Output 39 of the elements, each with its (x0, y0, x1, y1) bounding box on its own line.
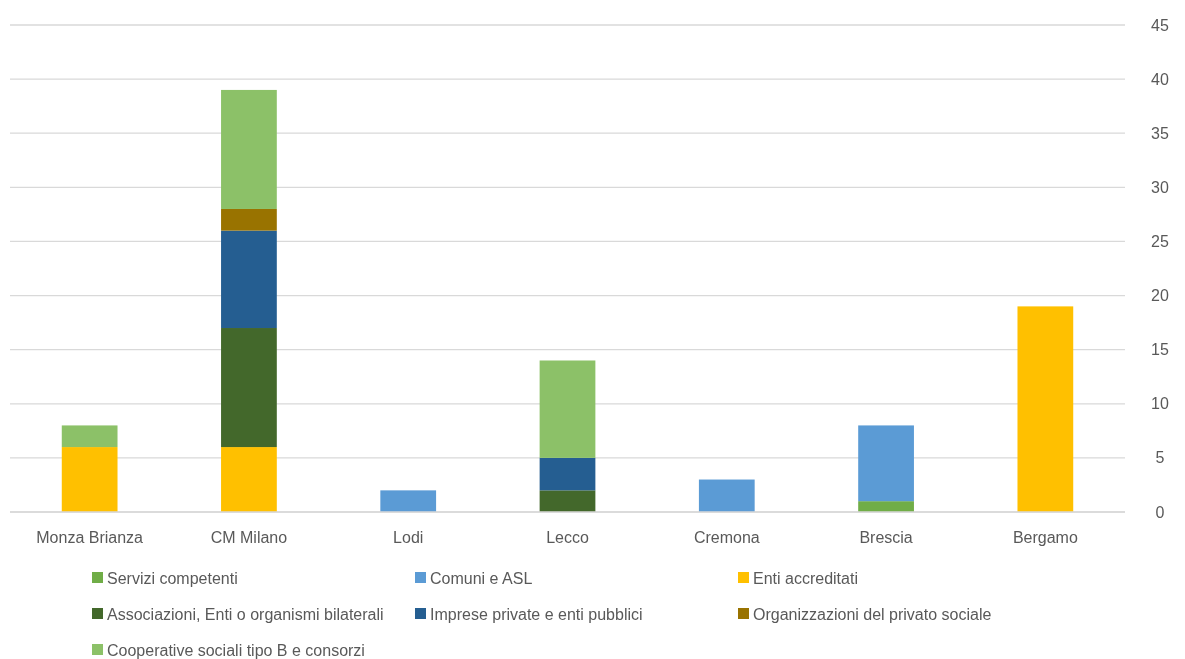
legend-label: Organizzazioni del privato sociale (753, 605, 992, 623)
bar (1017, 306, 1074, 512)
x-tick-label: Lecco (546, 529, 589, 546)
legend-label: Servizi competenti (107, 569, 238, 587)
legend-label: Cooperative sociali tipo B e consorzi (107, 641, 365, 659)
bar (858, 425, 914, 502)
y-tick-label: 45 (1151, 16, 1169, 34)
bar (221, 447, 277, 512)
y-tick-label: 10 (1151, 395, 1169, 413)
x-tick-label: Bergamo (1012, 529, 1078, 546)
legend-label: Enti accreditati (753, 569, 858, 587)
legend-label: Associazioni, Enti o organismi bilaterali (107, 605, 384, 623)
y-tick-label: 15 (1151, 341, 1169, 359)
bar (221, 208, 277, 231)
legend-label: Comuni e ASL (430, 569, 533, 587)
y-tick-label: 30 (1151, 178, 1169, 196)
bar (380, 490, 437, 512)
x-tick-label: Cremona (693, 529, 760, 546)
bar (858, 501, 914, 512)
legend-label: Imprese private e enti pubblici (430, 605, 643, 623)
y-tick-label: 20 (1151, 287, 1169, 305)
y-tick-label: 0 (1155, 503, 1165, 521)
x-tick-label: Monza Brianza (36, 529, 144, 546)
x-tick-label: Lodi (393, 529, 424, 546)
y-tick-label: 40 (1151, 70, 1169, 88)
bar (698, 479, 755, 512)
bar (539, 360, 596, 458)
y-tick-label: 5 (1155, 449, 1165, 467)
x-tick-label: CM Milano (210, 529, 288, 546)
y-tick-label: 25 (1151, 233, 1169, 251)
bar (221, 230, 277, 329)
x-tick-label: Brescia (859, 529, 913, 546)
bar (539, 490, 596, 512)
bar (61, 425, 118, 448)
bar (221, 328, 277, 448)
bar (539, 457, 596, 491)
bar (221, 89, 277, 209)
bar (61, 447, 118, 512)
y-tick-label: 35 (1151, 124, 1169, 142)
